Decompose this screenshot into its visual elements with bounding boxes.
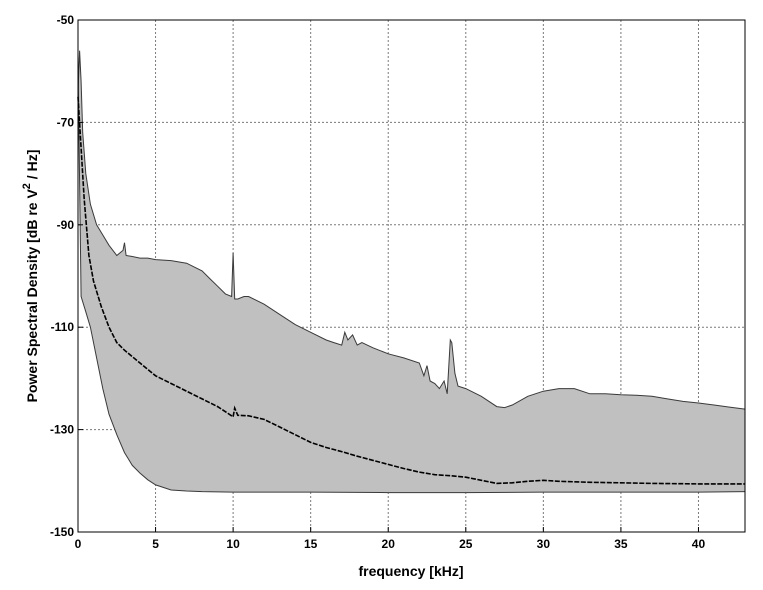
y-tick-label: -130 [50, 423, 74, 437]
x-tick-label: 10 [226, 537, 240, 551]
x-tick-label: 40 [692, 537, 706, 551]
x-tick-label: 5 [152, 537, 159, 551]
y-axis-label-tail: / Hz] [24, 150, 40, 183]
plot-frame [77, 19, 746, 533]
y-tick-label: -90 [57, 218, 75, 232]
x-tick-label: 20 [382, 537, 396, 551]
y-tick-label: -150 [50, 525, 74, 539]
y-axis-label: Power Spectral Density [dB re V2 / Hz] [21, 150, 40, 403]
y-tick-label: -50 [57, 13, 75, 27]
upper-envelope-line [77, 50, 746, 410]
y-axis-label-superscript: 2 [21, 183, 33, 189]
x-tick-label: 35 [614, 537, 628, 551]
y-tick-label: -70 [57, 115, 75, 129]
x-tick-label: 25 [459, 537, 473, 551]
data-layer [77, 50, 746, 494]
x-tick-label: 15 [304, 537, 318, 551]
x-tick-label: 0 [75, 537, 82, 551]
y-tick-label: -110 [51, 320, 75, 334]
x-tick-label: 30 [537, 537, 551, 551]
lower-envelope-line [77, 60, 746, 494]
tick-layer: 0 5 10 15 20 25 30 35 40 -150 -130 -110 -90 -70 -50 [50, 13, 705, 551]
median-line [77, 96, 745, 485]
y-axis-label-main: Power Spectral Density [dB re V [24, 189, 40, 403]
x-axis-label: frequency [kHz] [358, 563, 463, 579]
envelope-band [78, 50, 745, 493]
